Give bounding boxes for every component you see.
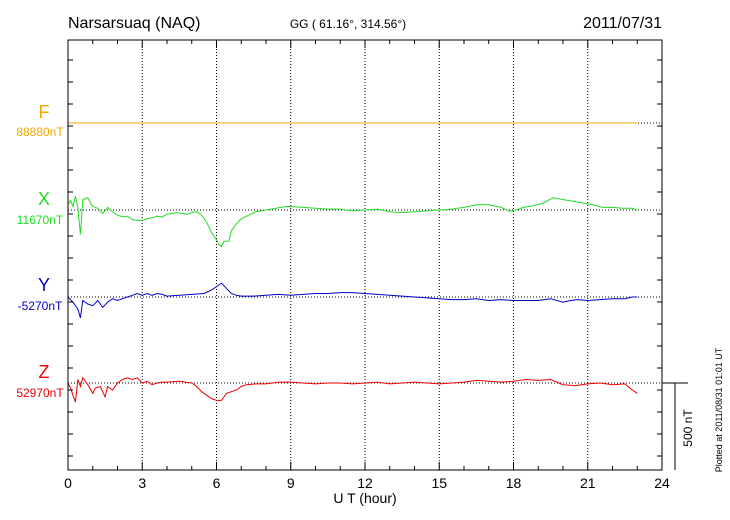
- tick-label-18: 18: [506, 475, 522, 491]
- scale-bar-label: 500 nT: [681, 409, 695, 447]
- series-line-y: [67, 282, 638, 319]
- series-name-f: F: [39, 102, 50, 122]
- station-title: Narsarsuaq (NAQ): [68, 15, 200, 32]
- series-name-x: X: [38, 189, 50, 209]
- baseline-value-x: 11670nT: [17, 213, 64, 227]
- x-axis-ticks: 0 3 6 9 12 15 18 21 24: [64, 40, 670, 491]
- baseline-value-y: -5270nT: [18, 299, 63, 313]
- tick-label-9: 9: [287, 475, 295, 491]
- tick-label-12: 12: [357, 475, 373, 491]
- x-axis-label: U T (hour): [333, 490, 396, 506]
- tick-label-0: 0: [64, 475, 72, 491]
- series-line-x: [67, 195, 638, 248]
- coordinates-label: GG ( 61.16°, 314.56°): [290, 17, 406, 31]
- vertical-grid: [141, 40, 589, 470]
- series-name-y: Y: [38, 275, 50, 295]
- tick-label-24: 24: [654, 475, 670, 491]
- series-line-z: [67, 376, 638, 403]
- tick-label-3: 3: [138, 475, 146, 491]
- scale-bar: 500 nT: [662, 382, 695, 470]
- series-lines: [67, 122, 638, 403]
- plot-frame: [67, 39, 663, 471]
- date-label: 2011/07/31: [583, 15, 662, 32]
- series-name-z: Z: [39, 362, 50, 382]
- tick-label-15: 15: [431, 475, 447, 491]
- baseline-value-f: 88880nT: [16, 125, 64, 139]
- baseline-value-z: 52970nT: [16, 386, 64, 400]
- tick-label-21: 21: [580, 475, 596, 491]
- plotted-timestamp: Plotted at 2011/08/31 01:01 UT: [714, 347, 724, 472]
- series-labels: F 88880nT X 11670nT Y -5270nT Z 52970nT: [16, 102, 64, 400]
- tick-label-6: 6: [213, 475, 221, 491]
